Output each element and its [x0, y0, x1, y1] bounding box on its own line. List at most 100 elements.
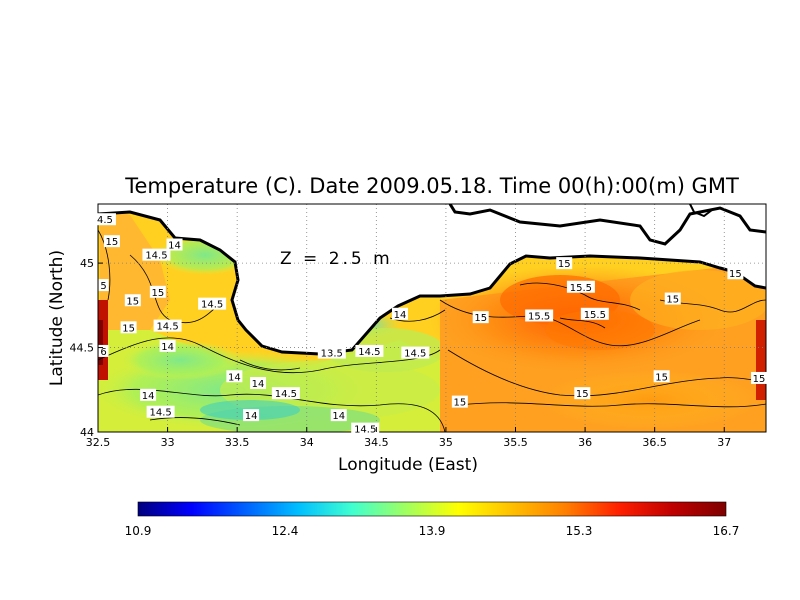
grid-lines — [98, 204, 766, 432]
svg-text:15: 15 — [666, 295, 679, 306]
svg-text:15: 15 — [151, 288, 164, 299]
chart-title: Temperature (C). Date 2009.05.18. Time 0… — [124, 174, 739, 198]
svg-text:15: 15 — [729, 269, 742, 280]
temperature-field — [98, 204, 766, 432]
crimea-land — [98, 204, 766, 354]
svg-text:14: 14 — [168, 241, 181, 252]
x-tick-label: 35.5 — [503, 436, 528, 449]
contour-label: 15 — [149, 285, 166, 299]
contour-label: 15 — [556, 257, 573, 270]
x-tick-label: 34 — [300, 436, 314, 449]
svg-text:15: 15 — [655, 372, 668, 383]
colorbar-tick-label: 10.9 — [125, 524, 152, 538]
contour-label: 15 — [727, 267, 744, 280]
svg-text:14.5: 14.5 — [358, 347, 380, 358]
contour-label: 14.5 — [153, 319, 182, 333]
contour-label: 15 — [653, 370, 670, 383]
svg-text:14.5: 14.5 — [404, 349, 426, 360]
colorbar-tick-label: 16.7 — [713, 524, 740, 538]
svg-text:15.5: 15.5 — [570, 283, 592, 294]
contour-label: 14.5 — [142, 248, 171, 262]
plot-frame — [97, 203, 767, 433]
svg-text:14.5: 14.5 — [145, 251, 167, 262]
contour-label: 14 — [159, 339, 176, 353]
svg-text:5: 5 — [100, 281, 106, 292]
contour-label: 15 — [451, 395, 468, 409]
x-tick-label: 36.5 — [642, 436, 667, 449]
svg-text:4.5: 4.5 — [97, 215, 113, 226]
contour-label: 15 — [751, 371, 768, 385]
y-tick-label: 45 — [80, 257, 94, 270]
x-axis-ticks: 32.5 33 33.5 34 34.5 35 35.5 36 36.5 37 — [86, 427, 731, 449]
svg-text:15.5: 15.5 — [528, 311, 550, 322]
contour-label: 14 — [243, 409, 260, 422]
svg-text:14.5: 14.5 — [275, 389, 297, 400]
y-axis-ticks: 44 44.5 45 — [70, 257, 103, 439]
svg-text:15: 15 — [753, 374, 766, 385]
colorbar — [137, 501, 727, 517]
contour-label: 4.5 — [93, 213, 116, 226]
y-tick-label: 44 — [80, 426, 94, 439]
svg-text:15: 15 — [106, 237, 119, 248]
contour-label: 14 — [140, 388, 157, 402]
contour-label: 14.5 — [401, 346, 430, 360]
svg-text:14: 14 — [252, 379, 265, 390]
svg-text:13.5: 13.5 — [321, 349, 343, 360]
contour-label: 14.5 — [271, 387, 300, 400]
contour-label: 14 — [226, 370, 243, 383]
svg-text:15: 15 — [474, 313, 487, 324]
svg-text:15: 15 — [558, 259, 571, 270]
contour-label: 15.5 — [566, 280, 595, 294]
contour-label: 15.5 — [580, 307, 609, 321]
svg-text:14: 14 — [332, 411, 345, 422]
x-tick-label: 32.5 — [86, 436, 111, 449]
contour-label: 14.5 — [355, 344, 384, 358]
colorbar-tick-label: 13.9 — [419, 524, 446, 538]
contour-label: 14.5 — [146, 405, 175, 419]
svg-text:14: 14 — [245, 411, 258, 422]
contour-label: 14.5 — [351, 422, 380, 436]
contour-label: 14 — [250, 377, 267, 390]
contour-label: 14 — [391, 307, 408, 321]
svg-text:14: 14 — [142, 391, 155, 402]
svg-text:14: 14 — [228, 372, 241, 383]
svg-text:15: 15 — [576, 389, 589, 400]
contour-label: 15 — [664, 292, 681, 306]
svg-text:14: 14 — [394, 310, 407, 321]
x-tick-label: 34.5 — [364, 436, 389, 449]
svg-text:14: 14 — [161, 342, 174, 353]
svg-text:14.5: 14.5 — [201, 300, 223, 311]
svg-text:15.5: 15.5 — [584, 310, 606, 321]
contour-label: 5 — [98, 279, 109, 292]
svg-text:15: 15 — [453, 398, 466, 409]
svg-text:14.5: 14.5 — [156, 322, 178, 333]
contour-label: 15 — [472, 311, 489, 324]
x-tick-label: 37 — [717, 436, 731, 449]
svg-text:14.5: 14.5 — [149, 408, 171, 419]
x-tick-label: 33 — [161, 436, 175, 449]
contour-label: 15 — [574, 387, 591, 400]
svg-text:15: 15 — [126, 296, 139, 307]
y-tick-label: 44.5 — [70, 342, 95, 355]
x-axis-label: Longitude (East) — [338, 455, 478, 475]
contour-label: 14.5 — [198, 297, 227, 311]
contour-label: 15 — [124, 294, 141, 307]
contour-label: 15.5 — [525, 309, 554, 322]
contour-label: 14 — [330, 409, 347, 422]
svg-text:14.5: 14.5 — [354, 425, 376, 436]
contour-label: 15 — [120, 321, 137, 334]
contour-label: 13.5 — [317, 346, 346, 360]
x-tick-label: 33.5 — [225, 436, 250, 449]
contour-label: 14 — [166, 238, 183, 252]
x-tick-label: 35 — [439, 436, 453, 449]
colorbar-ticks: 10.9 12.4 13.9 15.3 16.7 — [125, 524, 740, 538]
y-axis-label: Latitude (North) — [47, 250, 67, 386]
contour-label: 6 — [98, 344, 109, 358]
colorbar-tick-label: 12.4 — [272, 524, 299, 538]
depth-annotation: Z = 2.5 m — [280, 249, 393, 269]
svg-text:15: 15 — [122, 323, 135, 334]
contour-label: 15 — [103, 235, 120, 248]
colorbar-tick-label: 15.3 — [566, 524, 593, 538]
